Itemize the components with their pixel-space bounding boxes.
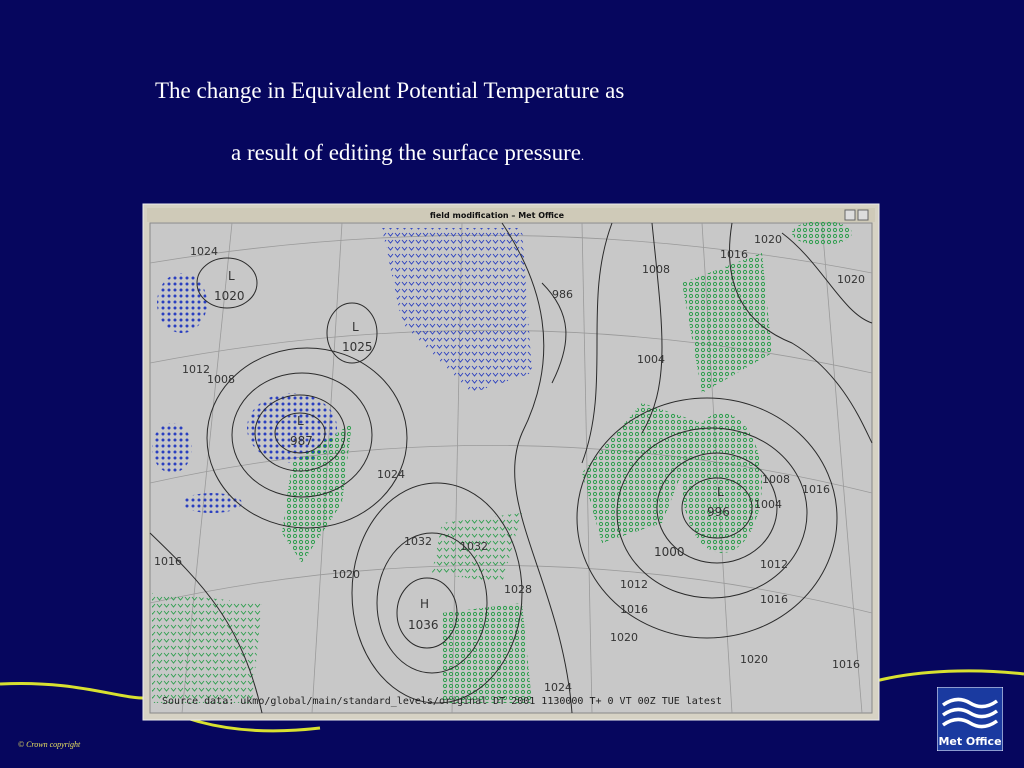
logo-waves — [941, 697, 999, 729]
title-bar — [147, 208, 875, 222]
pressure-centre: L — [717, 485, 724, 499]
isobar-label: 1024 — [544, 681, 572, 694]
isobar-label: 1012 — [760, 558, 788, 571]
isobar-label: 1028 — [504, 583, 532, 596]
pressure-centre: L — [228, 269, 235, 283]
title-line: The change in Equivalent Potential Tempe… — [155, 78, 625, 103]
isobars — [149, 222, 873, 714]
pressure-value: 1000 — [654, 545, 685, 559]
isobar-label: 1016 — [720, 248, 748, 261]
isobar-label: 1004 — [754, 498, 782, 511]
pressure-centre: L — [297, 414, 304, 428]
window-footer: Source data: ukmo/global/main/standard_l… — [162, 696, 722, 707]
isobar-label: 1012 — [182, 363, 210, 376]
pressure-centre: L — [352, 320, 359, 334]
pressure-value: 1020 — [214, 289, 245, 303]
title-text: a result of editing the surface pressure — [231, 140, 581, 165]
copyright: © Crown copyright — [18, 740, 81, 749]
isobar-label: 986 — [552, 288, 573, 301]
isobar-label: 1020 — [610, 631, 638, 644]
pressure-value: 996 — [707, 505, 730, 519]
isobar-label: 1016 — [620, 603, 648, 616]
isobar-label: 1016 — [760, 593, 788, 606]
isobar-label: 1032 — [404, 535, 432, 548]
isobar-label: 1032 — [460, 540, 488, 553]
isobar-label: 1020 — [332, 568, 360, 581]
isobar-label: 1020 — [754, 233, 782, 246]
precipitation — [152, 221, 852, 703]
met-office-logo: Met Office — [937, 687, 1003, 751]
isobar-label: 1020 — [740, 653, 768, 666]
pressure-centre: H — [420, 597, 429, 611]
logo-box — [937, 687, 1003, 751]
isobar-label: 1012 — [620, 578, 648, 591]
isobar-label: 1016 — [832, 658, 860, 671]
minimize-button[interactable] — [844, 209, 856, 221]
window-title: field modification – Met Office — [430, 211, 565, 220]
app-window: field modification – Met Office L — [142, 203, 880, 721]
pressure-value: 1036 — [408, 618, 439, 632]
logo-text: Met Office — [938, 735, 1001, 748]
isobar-label: 1016 — [154, 555, 182, 568]
isobar-label: 1020 — [837, 273, 865, 286]
isobar-label: 1024 — [377, 468, 405, 481]
pressure-value: 987 — [290, 434, 313, 448]
maximize-button[interactable] — [857, 209, 869, 221]
isobar-label: 1008 — [207, 373, 235, 386]
isobar-label: 1016 — [802, 483, 830, 496]
isobar-label: 1008 — [762, 473, 790, 486]
map-labels: L 1020 L 1025 L 987 H 1036 L 996 1000 10… — [154, 233, 865, 694]
title-line: a result of editing the surface pressure… — [231, 140, 584, 166]
isobar-label: 1004 — [637, 353, 665, 366]
isobar-label: 1008 — [642, 263, 670, 276]
isobar-label: 1024 — [190, 245, 218, 258]
title-period: . — [580, 149, 584, 163]
pressure-value: 1025 — [342, 340, 373, 354]
